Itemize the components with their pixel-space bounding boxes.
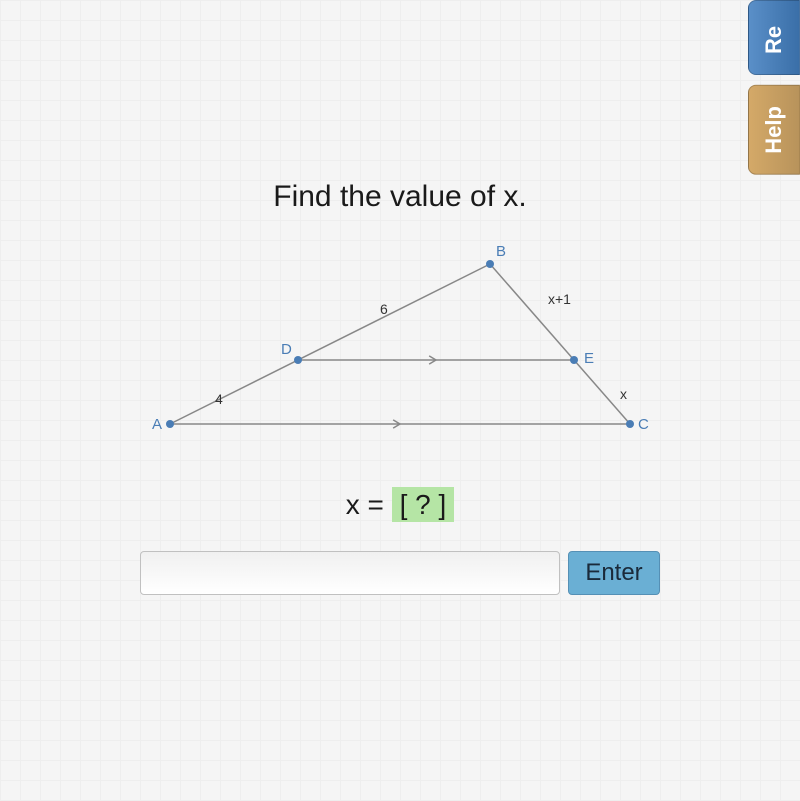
problem-content: Find the value of x. 4 6 x+1 x A B C D E x = [ ?… xyxy=(0,0,800,595)
answer-input[interactable] xyxy=(140,551,560,595)
svg-text:C: C xyxy=(638,416,649,433)
help-tab[interactable]: Help xyxy=(748,85,800,175)
return-tab[interactable]: Re xyxy=(748,0,800,75)
svg-text:D: D xyxy=(281,341,292,358)
help-tab-label: Help xyxy=(761,106,786,154)
answer-line: x = [ ? ] xyxy=(0,489,800,521)
svg-text:E: E xyxy=(584,350,594,367)
prompt-text: Find the value of x. xyxy=(0,180,800,214)
svg-text:4: 4 xyxy=(215,391,223,407)
svg-text:6: 6 xyxy=(380,301,388,317)
answer-prefix: x = xyxy=(346,489,392,520)
return-tab-label: Re xyxy=(761,26,786,54)
input-row: Enter xyxy=(0,551,800,595)
svg-text:x: x xyxy=(620,386,627,402)
svg-text:x+1: x+1 xyxy=(548,291,571,307)
triangle-diagram: 4 6 x+1 x A B C D E xyxy=(140,244,660,454)
svg-text:A: A xyxy=(152,416,162,433)
answer-box: [ ? ] xyxy=(392,487,455,522)
svg-text:B: B xyxy=(496,244,506,260)
enter-button[interactable]: Enter xyxy=(568,551,659,595)
